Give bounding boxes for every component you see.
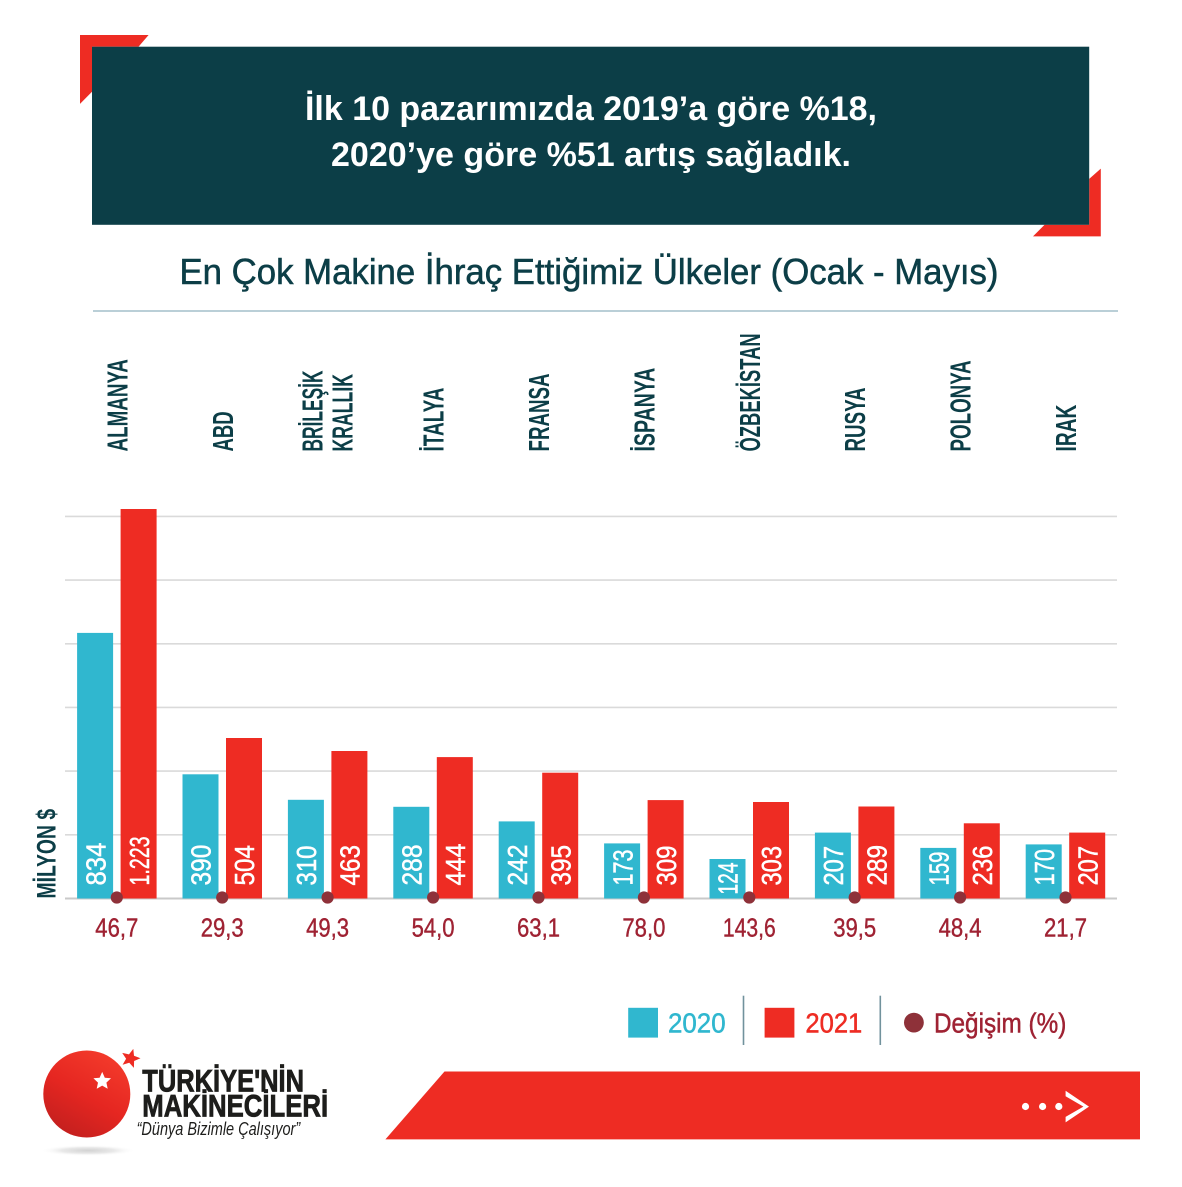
svg-text:POLONYA: POLONYA [946,360,978,451]
svg-text:KRALLIK: KRALLIK [327,374,359,452]
svg-text:170: 170 [1029,849,1060,886]
svg-text:288: 288 [397,845,428,886]
svg-text:En Çok Makine İhraç Ettiğimiz: En Çok Makine İhraç Ettiğimiz Ülkeler (O… [180,251,999,292]
svg-text:504: 504 [229,845,260,886]
svg-text:143,6: 143,6 [723,913,776,943]
svg-text:236: 236 [967,846,998,886]
svg-text:207: 207 [818,846,849,886]
svg-text:310: 310 [291,846,322,886]
svg-text:303: 303 [756,846,787,886]
svg-text:Değişim (%): Değişim (%) [934,1008,1066,1039]
svg-text:39,5: 39,5 [833,913,876,943]
svg-text:İlk 10 pazarımızda 2019’a göre: İlk 10 pazarımızda 2019’a göre %18, [305,90,877,128]
svg-text:FRANSA: FRANSA [524,373,556,451]
svg-text:IRAK: IRAK [1051,405,1083,452]
svg-text:29,3: 29,3 [201,913,244,943]
svg-text:444: 444 [440,844,471,886]
svg-text:2020: 2020 [668,1008,726,1039]
svg-text:289: 289 [862,845,893,886]
svg-text:MİLYON $: MİLYON $ [32,809,62,899]
svg-text:TÜRKİYE'NİN: TÜRKİYE'NİN [142,1062,304,1098]
svg-text:463: 463 [335,845,366,886]
svg-text:21,7: 21,7 [1044,913,1087,943]
svg-text:242: 242 [502,845,533,886]
svg-text:BRİLEŞİK: BRİLEŞİK [297,370,329,451]
svg-text:48,4: 48,4 [939,913,982,943]
svg-text:54,0: 54,0 [412,913,455,943]
svg-text:834: 834 [80,843,111,886]
svg-text:2021: 2021 [805,1008,862,1039]
svg-text:İTALYA: İTALYA [419,388,451,452]
svg-text:MAKİNECİLERİ: MAKİNECİLERİ [142,1087,328,1123]
svg-text:63,1: 63,1 [517,913,560,943]
svg-text:ABD: ABD [208,411,240,451]
svg-text:ÖZBEKİSTAN: ÖZBEKİSTAN [734,333,767,451]
svg-text:390: 390 [186,845,217,886]
svg-text:49,3: 49,3 [306,913,349,943]
svg-text:395: 395 [545,845,576,886]
svg-text:İSPANYA: İSPANYA [629,368,661,452]
svg-text:1.223: 1.223 [124,837,155,886]
svg-text:ALMANYA: ALMANYA [102,359,134,451]
svg-text:78,0: 78,0 [622,913,665,943]
svg-text:159: 159 [924,852,955,886]
svg-text:173: 173 [607,850,638,886]
svg-text:RUSYA: RUSYA [840,387,872,451]
svg-text:207: 207 [1072,846,1103,886]
svg-text:46,7: 46,7 [95,913,138,943]
svg-text:“Dünya Bizimle Çalışıyor”: “Dünya Bizimle Çalışıyor” [137,1118,301,1139]
svg-text:124: 124 [713,863,744,895]
svg-text:2020’ye göre %51 artış sağladı: 2020’ye göre %51 artış sağladık. [331,136,851,174]
svg-text:309: 309 [651,846,682,886]
